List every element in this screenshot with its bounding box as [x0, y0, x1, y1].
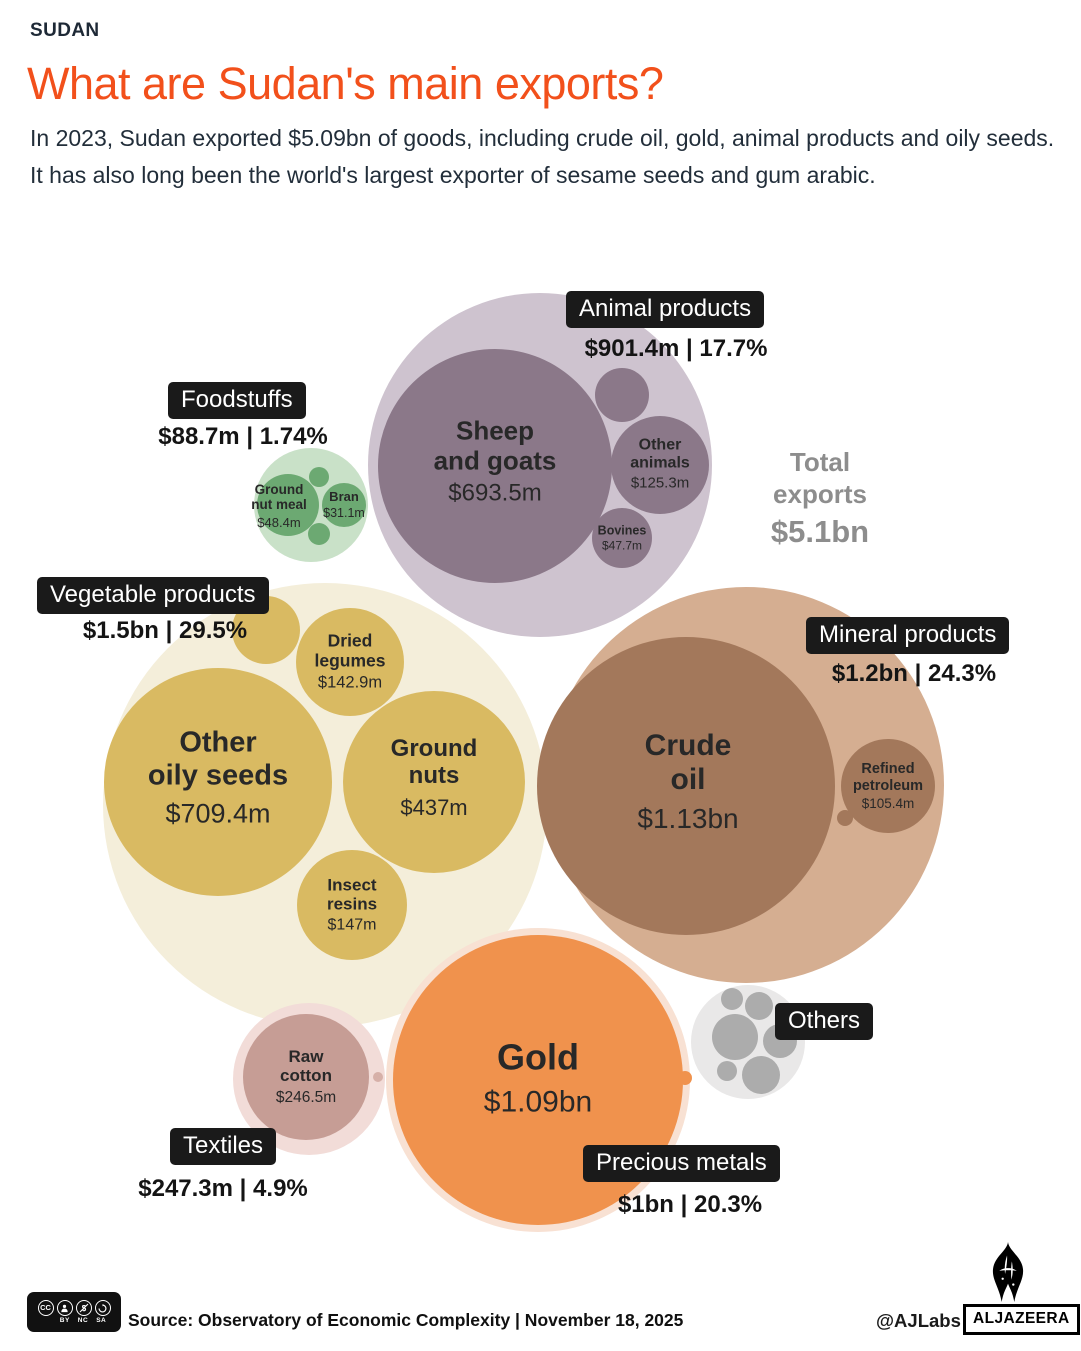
ajlabs-credit: @AJLabs	[876, 1310, 961, 1331]
raw-cotton-label: Raw cotton $246.5m	[275, 1047, 337, 1106]
aljazeera-logo-icon	[992, 1242, 1024, 1302]
total-exports-block: Total exports $5.1bn	[771, 447, 869, 551]
cc-icon-row: CC $	[37, 1300, 111, 1316]
others-bubble-3	[745, 992, 773, 1020]
total-exports-label-line1: Total	[789, 447, 851, 477]
foodstuffs-value: $88.7m | 1.74%	[158, 423, 328, 450]
mineral-products-chip: Mineral products	[806, 617, 1010, 654]
ground-nut-meal-bubble	[257, 474, 319, 536]
refined-petroleum-label: Refined petroleum $105.4m	[852, 760, 924, 812]
bran-bubble	[322, 483, 366, 527]
ground-nut-meal-label: Ground nut meal $48.4m	[251, 482, 307, 530]
raw-cotton-bubble	[243, 1014, 369, 1140]
cc-license-labels: BY NC SA	[60, 1317, 106, 1324]
ground-nuts-label: Ground nuts $437m	[390, 735, 478, 820]
sheep-and-goats-label: Sheep and goats $693.5m	[433, 415, 557, 507]
bovines-bubble	[592, 508, 652, 568]
total-exports-value: $5.1bn	[770, 514, 870, 550]
other-oily-seeds-bubble	[104, 668, 332, 896]
other-animals-label: Other animals $125.3m	[630, 436, 690, 492]
textiles-chip: Textiles	[170, 1128, 277, 1165]
animal-unlabeled-bubble	[595, 368, 649, 422]
other-animals-bubble	[611, 416, 709, 514]
kicker: SUDAN	[30, 20, 100, 41]
page-title: What are Sudan's main exports?	[27, 58, 664, 109]
dried-legumes-label: Dried legumes $142.9m	[314, 630, 386, 692]
refined-petroleum-bubble	[841, 739, 935, 833]
foodstuffs-chip: Foodstuffs	[168, 382, 306, 419]
vegetable-products-chip: Vegetable products	[37, 577, 269, 614]
others-bubble-5	[742, 1056, 780, 1094]
mineral-products-value: $1.2bn | 24.3%	[831, 660, 997, 687]
ground-nuts-bubble	[343, 691, 525, 873]
textiles-dot-bubble	[373, 1072, 383, 1082]
cc-by-person-icon	[56, 1300, 73, 1316]
others-bubble-1	[712, 1014, 758, 1060]
precious-metals-chip: Precious metals	[583, 1145, 780, 1182]
source-attribution: Source: Observatory of Economic Complexi…	[128, 1310, 684, 1330]
others-bubble-6	[717, 1061, 737, 1081]
bovines-label: Bovines $47.7m	[597, 523, 647, 553]
animal-products-value: $901.4m | 17.7%	[584, 335, 768, 362]
others-chip: Others	[775, 1003, 874, 1040]
precious-metals-value: $1bn | 20.3%	[617, 1191, 763, 1218]
textiles-value: $247.3m | 4.9%	[138, 1175, 308, 1202]
cc-nc-no-dollar-icon: $	[75, 1300, 92, 1316]
vegetable-products-value: $1.5bn | 29.5%	[82, 617, 248, 644]
creative-commons-badge: CC $ BY NC SA	[27, 1292, 121, 1332]
sheep-and-goats-bubble	[378, 349, 612, 583]
precious-dot-bubble	[678, 1071, 692, 1085]
cc-icon: CC	[37, 1300, 54, 1316]
cc-nc-label: NC	[77, 1317, 89, 1324]
foodstuffs-dot-bottom	[308, 523, 330, 545]
aljazeera-wordmark: ALJAZEERA	[963, 1304, 1080, 1335]
foodstuffs-dot-top	[309, 467, 329, 487]
mineral-dot-bubble	[837, 810, 853, 826]
others-bubble-2	[721, 988, 743, 1010]
cc-by-label: BY	[59, 1317, 70, 1324]
crude-oil-bubble	[537, 637, 835, 935]
cc-sa-share-alike-icon	[94, 1300, 111, 1316]
total-exports-label-line2: exports	[773, 478, 867, 509]
gold-label: Gold $1.09bn	[483, 1036, 593, 1119]
other-oily-seeds-label: Other oily seeds $709.4m	[147, 726, 289, 829]
insect-resins-bubble	[297, 850, 407, 960]
bran-label: Bran $31.1m	[323, 489, 365, 520]
insect-resins-label: Insect resins $147m	[326, 875, 378, 934]
cc-sa-label: SA	[96, 1317, 107, 1324]
intro-paragraph: In 2023, Sudan exported $5.09bn of goods…	[30, 125, 1055, 189]
crude-oil-label: Crude oil $1.13bn	[637, 728, 739, 835]
dried-legumes-bubble	[296, 608, 404, 716]
animal-products-chip: Animal products	[566, 291, 765, 328]
